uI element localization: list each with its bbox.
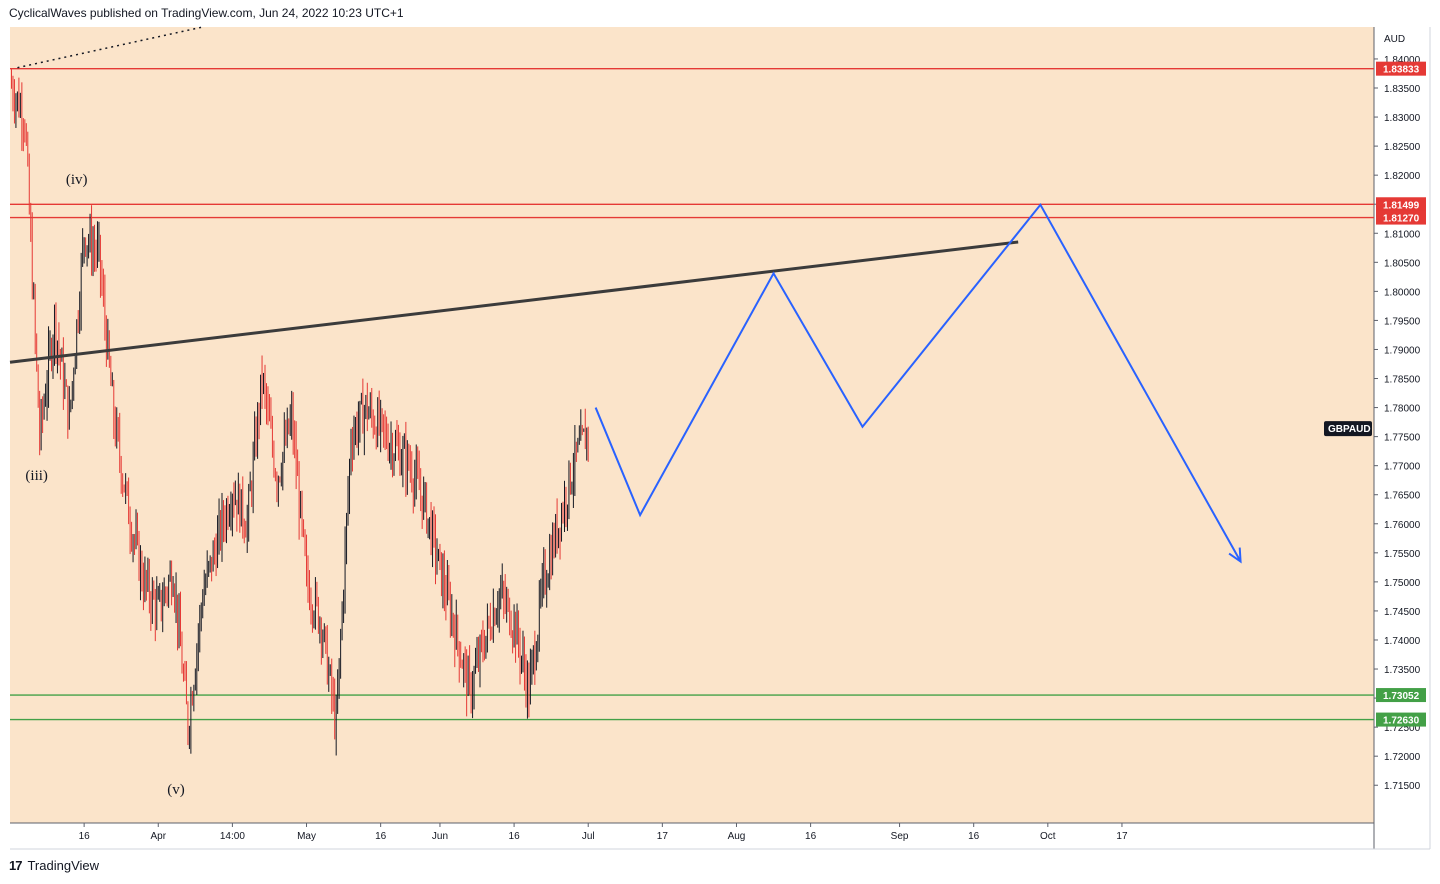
- x-tick-label: Apr: [150, 831, 166, 842]
- x-tick-label: Jun: [432, 831, 448, 842]
- level-label-bg: [1376, 197, 1426, 212]
- level-label: 1.72630: [1383, 716, 1420, 727]
- x-tick-label: 16: [509, 831, 521, 842]
- y-tick-label: 1.80500: [1384, 258, 1421, 269]
- candlestick-series: [10, 69, 589, 756]
- y-tick-label: 1.76500: [1384, 491, 1421, 502]
- symbol-tag-label: GBPAUD: [1328, 424, 1371, 435]
- horizontal-levels: [10, 67, 1374, 721]
- y-tick-label: 1.74500: [1384, 607, 1421, 618]
- y-tick-label: 1.83000: [1384, 113, 1421, 124]
- y-tick-label: 1.78000: [1384, 404, 1421, 415]
- tradingview-brand-label: TradingView: [27, 858, 100, 873]
- y-tick-label: 1.77000: [1384, 462, 1421, 473]
- symbol-tag: GBPAUD: [1324, 421, 1372, 437]
- y-tick-label: 1.82000: [1384, 171, 1421, 182]
- y-tick-label: 1.76000: [1384, 520, 1421, 531]
- projection-arrowhead: [1228, 547, 1242, 564]
- x-tick-label: Aug: [728, 831, 746, 842]
- y-tick-label: 1.77500: [1384, 433, 1421, 444]
- y-tick-label: 1.78500: [1384, 375, 1421, 386]
- y-tick-label: 1.82500: [1384, 142, 1421, 153]
- y-tick-label: 1.81000: [1384, 229, 1421, 240]
- drawing-overlays: [9, 26, 1242, 564]
- level-label-bg: [1376, 688, 1426, 703]
- trendline: [9, 240, 1019, 364]
- level-label-bg: [1376, 61, 1426, 76]
- projection-path: [594, 203, 1242, 563]
- x-tick-label: 16: [375, 831, 387, 842]
- publisher-caption: CyclicalWaves published on TradingView.c…: [9, 6, 404, 20]
- y-tick-label: 1.83500: [1384, 84, 1421, 95]
- wave-label: (v): [167, 782, 185, 798]
- y-tick-label: 1.74000: [1384, 636, 1421, 647]
- wave-label: (iv): [66, 172, 88, 188]
- x-tick-label: Sep: [891, 831, 909, 842]
- x-axis-ticks: 16 Apr 14:00 May 16 Jun 16 Jul 17 Aug 16 Sep 16 Oct 17: [79, 823, 1128, 842]
- plot-area[interactable]: [10, 27, 1374, 823]
- wave-labels: (iv) (iii) (v): [25, 172, 184, 798]
- y-tick-label: 1.75000: [1384, 578, 1421, 589]
- level-price-labels: 1.83833 1.81499 1.81270 1.73052 1.72630: [1376, 61, 1426, 727]
- y-tick-label: 1.71500: [1384, 781, 1421, 792]
- branding-footer: 17 TradingView: [9, 858, 99, 873]
- currency-label: AUD: [1384, 34, 1405, 45]
- level-label-bg: [1376, 210, 1426, 225]
- level-label: 1.81499: [1383, 200, 1420, 211]
- level-label: 1.73052: [1383, 691, 1420, 702]
- y-tick-label: 1.75500: [1384, 549, 1421, 560]
- x-tick-label: 17: [657, 831, 669, 842]
- x-tick-label: Jul: [582, 831, 595, 842]
- y-tick-label: 1.84000: [1384, 55, 1421, 66]
- x-tick-label: 16: [79, 831, 91, 842]
- y-tick-label: 1.72000: [1384, 752, 1421, 763]
- x-tick-label: May: [297, 831, 316, 842]
- y-tick-label: 1.73500: [1384, 665, 1421, 676]
- y-tick-label: 1.72500: [1384, 723, 1421, 734]
- y-tick-label: 1.79000: [1384, 345, 1421, 356]
- dotted-trendline: [17, 26, 203, 69]
- level-label: 1.81270: [1383, 214, 1420, 225]
- y-tick-label: 1.80000: [1384, 287, 1421, 298]
- y-tick-label: 1.79500: [1384, 316, 1421, 327]
- symbol-tag-bg: [1324, 421, 1372, 437]
- x-tick-label: 16: [968, 831, 980, 842]
- tradingview-logo-icon: 17: [9, 858, 23, 873]
- x-tick-label: 17: [1116, 831, 1128, 842]
- wave-label: (iii): [25, 468, 48, 484]
- level-label-bg: [1376, 712, 1426, 727]
- x-tick-label: Oct: [1040, 831, 1056, 842]
- x-tick-label: 16: [805, 831, 817, 842]
- x-tick-label: 14:00: [220, 831, 245, 842]
- y-axis-ticks: 1.840001.835001.830001.825001.820001.815…: [1374, 55, 1421, 792]
- level-label: 1.83833: [1383, 65, 1420, 76]
